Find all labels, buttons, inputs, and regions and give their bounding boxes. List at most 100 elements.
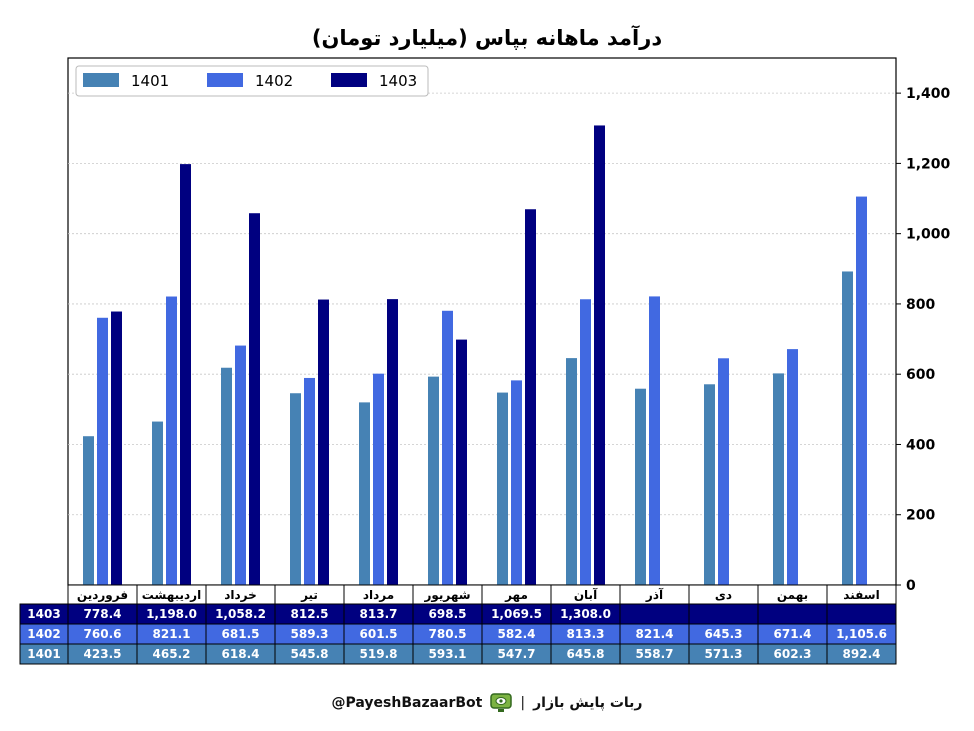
data-label: 602.3 [774, 647, 812, 661]
data-label: 547.7 [498, 647, 536, 661]
bar-1401 [635, 388, 646, 585]
data-label: 698.5 [429, 607, 467, 621]
bar-1402 [442, 310, 453, 585]
bar-1402 [787, 349, 798, 585]
category-label: مرداد [363, 588, 394, 602]
legend-label: 1403 [379, 72, 417, 90]
footer: @PayeshBazaarBot | ربات پایش بازار [0, 693, 974, 713]
bar-1401 [566, 358, 577, 585]
category-label: مهر [504, 588, 528, 602]
bar-1402 [580, 299, 591, 585]
y-tick-label: 600 [906, 367, 935, 383]
y-tick-label: 200 [906, 508, 935, 524]
footer-handle: @PayeshBazaarBot [331, 695, 483, 711]
category-label: اردیبهشت [142, 588, 201, 602]
bar-1403 [318, 299, 329, 585]
data-label: 1,058.2 [215, 607, 266, 621]
chart-title: درآمد ماهانه بپاس (میلیارد تومان) [311, 26, 663, 50]
data-label: 821.1 [153, 627, 191, 641]
bar-1403 [387, 299, 398, 585]
legend-label: 1402 [255, 72, 293, 90]
data-label: 1,308.0 [560, 607, 611, 621]
legend-swatch [331, 73, 367, 87]
table-cell [688, 603, 759, 625]
category-label: آذر [645, 587, 664, 602]
bar-1401 [428, 376, 439, 585]
bar-1401 [152, 421, 163, 585]
table-row-label: 1403 [27, 607, 60, 621]
bar-1402 [718, 358, 729, 585]
category-label: آبان [574, 587, 598, 602]
data-label: 813.7 [360, 607, 398, 621]
bar-1402 [235, 345, 246, 585]
category-label: بهمن [777, 588, 808, 602]
bar-1401 [83, 436, 94, 585]
data-label: 545.8 [291, 647, 329, 661]
bar-1403 [525, 209, 536, 585]
plot-area [67, 57, 897, 586]
data-label: 601.5 [360, 627, 398, 641]
bar-1403 [180, 164, 191, 585]
data-label: 423.5 [84, 647, 122, 661]
bar-1402 [97, 317, 108, 585]
bot-icon [490, 693, 513, 713]
bar-1402 [373, 373, 384, 585]
bar-1402 [856, 196, 867, 586]
bar-1401 [704, 384, 715, 585]
legend-box [75, 65, 429, 97]
bar-1401 [290, 393, 301, 585]
data-label: 821.4 [636, 627, 674, 641]
data-label: 558.7 [636, 647, 674, 661]
y-tick-label: 1,400 [906, 86, 951, 102]
y-tick-label: 1,000 [906, 227, 951, 243]
bar-1403 [111, 311, 122, 585]
table-cell [757, 603, 828, 625]
data-label: 681.5 [222, 627, 260, 641]
legend: 1401 1402 1403 [75, 65, 429, 97]
y-tick-label: 400 [906, 437, 935, 453]
data-label: 582.4 [498, 627, 536, 641]
legend-swatch [83, 73, 119, 87]
bar-1403 [249, 213, 260, 586]
category-label: اسفند [843, 588, 879, 602]
data-label: 1,105.6 [836, 627, 887, 641]
data-label: 780.5 [429, 627, 467, 641]
legend-label: 1401 [131, 72, 169, 90]
data-label: 1,069.5 [491, 607, 542, 621]
bar-1401 [221, 367, 232, 585]
category-label: خرداد [224, 588, 257, 602]
bar-1402 [166, 296, 177, 585]
data-label: 813.3 [567, 627, 605, 641]
bar-1402 [304, 377, 315, 585]
data-label: 1,198.0 [146, 607, 197, 621]
data-label: 645.8 [567, 647, 605, 661]
table-cell [826, 643, 897, 665]
footer-separator: | [520, 695, 526, 711]
data-label: 519.8 [360, 647, 398, 661]
data-label: 589.3 [291, 627, 329, 641]
data-label: 778.4 [84, 607, 122, 621]
data-label: 671.4 [774, 627, 812, 641]
y-tick-label: 800 [906, 297, 935, 313]
data-label: 812.5 [291, 607, 329, 621]
legend-swatch [207, 73, 243, 87]
table-row-label: 1402 [27, 627, 60, 641]
y-tick-label: 0 [906, 578, 916, 594]
bar-1401 [497, 392, 508, 585]
category-label: تیر [300, 588, 318, 602]
data-label: 892.4 [843, 647, 881, 661]
bar-1402 [649, 296, 660, 585]
bar-1403 [456, 339, 467, 585]
data-label: 571.3 [705, 647, 743, 661]
y-tick-label: 1,200 [906, 156, 951, 172]
bar-1403 [594, 125, 605, 586]
data-label: 465.2 [153, 647, 191, 661]
table-row-label: 1401 [27, 647, 60, 661]
data-label: 645.3 [705, 627, 743, 641]
data-label: 760.6 [84, 627, 122, 641]
data-label: 593.1 [429, 647, 467, 661]
footer-bot-name: ربات پایش بازار [533, 695, 643, 711]
data-label: 618.4 [222, 647, 260, 661]
